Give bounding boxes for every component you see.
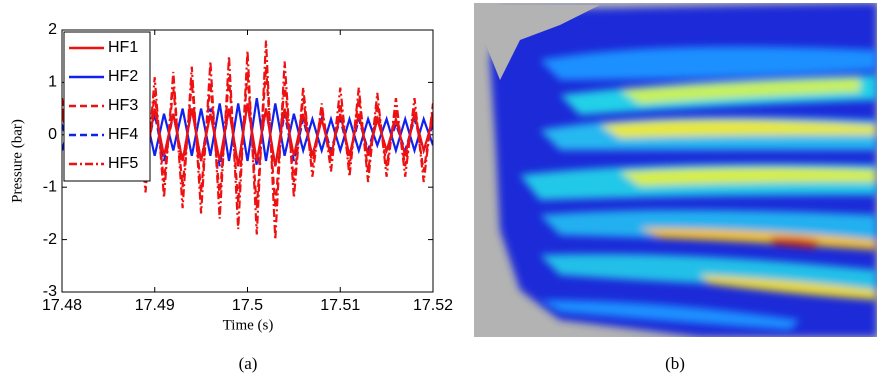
y-tick-label: 2 [48,21,57,38]
x-tick-label: 17.49 [135,297,175,314]
x-axis-label: Time (s) [223,317,274,333]
panel-label: (a) [239,354,258,373]
legend-box [63,31,151,182]
data-line [62,40,433,240]
plot-frame [61,29,434,293]
y-tick-label: 1 [48,74,57,91]
y-tick-label: -2 [43,231,57,248]
y-tick-label: 0 [48,126,57,143]
x-tick-label: 17.48 [42,297,82,314]
legend-label: HF4 [108,126,138,143]
legend-label: HF1 [108,39,138,56]
legend-label: HF2 [108,68,138,85]
legend: HF1 HF2 HF3 HF4 HF5 [63,31,151,182]
legend-label: HF5 [108,155,138,172]
y-axis-label: Pressure (bar) [9,119,25,203]
y-tick-label: -1 [43,178,57,195]
y-tick-label: -3 [43,283,57,300]
legend-label: HF3 [108,97,138,114]
x-tick-label: 17.51 [320,297,360,314]
panel-label: (b) [665,354,685,373]
x-tick-label: 17.5 [232,297,263,314]
x-tick-label: 17.52 [413,297,453,314]
flame-image [474,3,877,337]
